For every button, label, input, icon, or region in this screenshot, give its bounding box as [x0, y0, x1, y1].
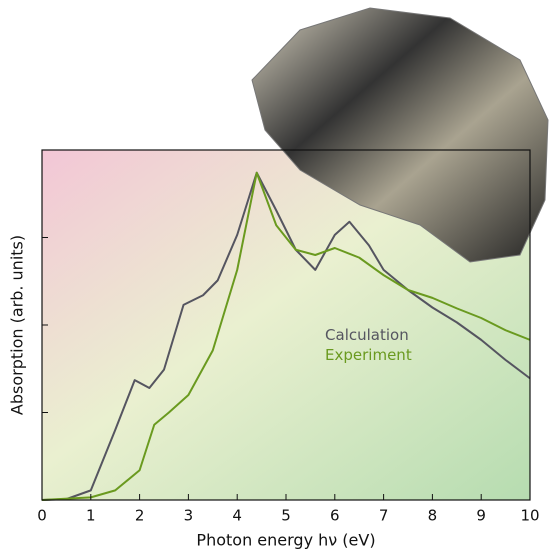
- rock-image: [251, 7, 549, 263]
- x-tick-label: 3: [184, 507, 194, 525]
- x-axis-title: Photon energy hν (eV): [196, 531, 375, 550]
- x-tick-label: 1: [86, 507, 96, 525]
- x-tick-label: 5: [281, 507, 291, 525]
- x-tick-label: 2: [135, 507, 145, 525]
- plot-area: [41, 171, 531, 501]
- x-tick-label: 8: [428, 507, 438, 525]
- y-axis-title: Absorption (arb. units): [8, 235, 27, 415]
- x-tick-label: 4: [232, 507, 242, 525]
- data-line: [41, 171, 531, 501]
- x-tick-label: 10: [520, 507, 539, 525]
- x-tick-label: 7: [379, 507, 389, 525]
- legend-text: Experiment: [325, 346, 412, 364]
- x-tick-label: 9: [476, 507, 486, 525]
- x-tick-label: 6: [330, 507, 340, 525]
- data-line: [41, 171, 531, 501]
- x-tick-label: 0: [37, 507, 47, 525]
- legend-text: Calculation: [325, 326, 409, 344]
